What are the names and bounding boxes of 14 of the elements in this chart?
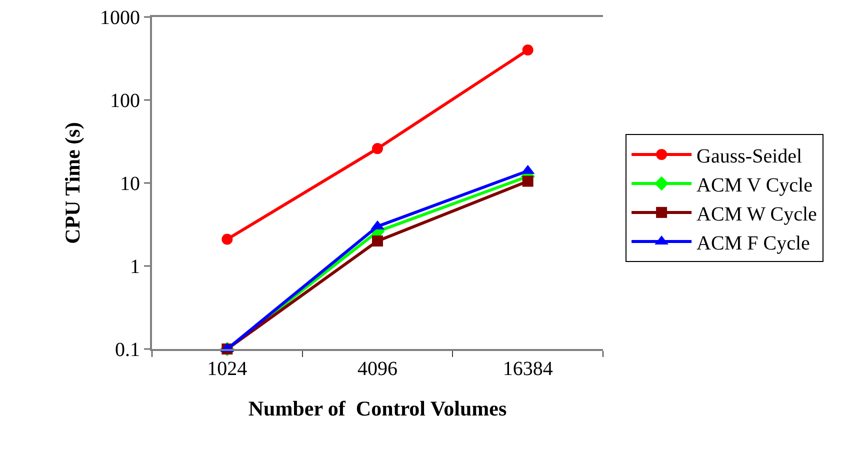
legend-label: ACM W Cycle [696,203,818,226]
y-axis-title: CPU Time (s) [60,122,85,244]
y-tick-label: 1000 [100,7,140,29]
x-tick-label: 1024 [207,358,248,380]
x-tick-label: 16384 [502,358,553,380]
legend-label: ACM V Cycle [696,174,813,196]
y-tick-label: 0.1 [115,339,140,361]
x-axis-title: Number of Control Volumes [248,396,507,421]
legend-label: ACM F Cycle [696,232,810,254]
legend-label: Gauss-Seidel [696,145,803,168]
y-tick-label: 1 [130,256,140,278]
y-tick-label: 10 [120,173,140,195]
y-tick-label: 100 [110,90,140,112]
x-tick-label: 4096 [358,358,398,380]
